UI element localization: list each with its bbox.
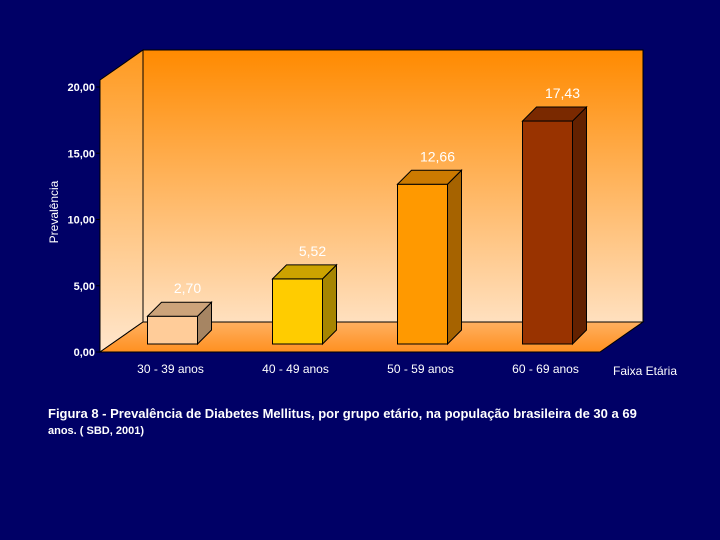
bar-front xyxy=(272,278,323,345)
bar xyxy=(396,169,463,346)
bar-front xyxy=(397,183,448,345)
bar-value-label: 2,70 xyxy=(174,280,201,296)
x-tick-label: 30 - 39 anos xyxy=(137,362,204,376)
y-tick-label: 20,00 xyxy=(67,82,95,94)
bar-value-label: 12,66 xyxy=(420,148,455,164)
y-tick-label: 15,00 xyxy=(67,148,95,160)
x-tick-label: 40 - 49 anos xyxy=(262,362,329,376)
floor xyxy=(98,321,645,353)
side-wall xyxy=(99,49,144,353)
bar-top xyxy=(271,264,338,280)
y-tick-label: 10,00 xyxy=(67,215,95,227)
bar-top xyxy=(521,106,588,122)
bar-side xyxy=(447,169,462,346)
y-axis-title: Prevalência xyxy=(47,180,61,243)
bar-value-label: 17,43 xyxy=(545,85,580,101)
bar-top xyxy=(396,169,463,185)
caption-line-2: anos. ( SBD, 2001) xyxy=(48,425,144,437)
bar xyxy=(271,263,338,346)
bar-front xyxy=(522,120,573,345)
bar xyxy=(521,105,588,346)
x-axis-title: Faixa Etária xyxy=(613,364,677,378)
figure-caption: Figura 8 - Prevalência de Diabetes Melli… xyxy=(48,405,698,439)
bar-side xyxy=(572,105,587,346)
y-axis: 0,00 5,00 10,00 15,00 20,00 xyxy=(67,82,101,359)
x-tick-label: 50 - 59 anos xyxy=(387,362,454,376)
caption-line-1: Figura 8 - Prevalência de Diabetes Melli… xyxy=(48,406,637,421)
bar-top xyxy=(146,301,213,317)
bar-value-label: 5,52 xyxy=(299,243,326,259)
x-tick-label: 60 - 69 anos xyxy=(512,362,579,376)
y-tick-label: 5,00 xyxy=(74,281,95,293)
bar-series xyxy=(146,105,588,346)
y-tick-label: 0,00 xyxy=(74,347,95,359)
chart-labels: 2,70 30 - 39 anos 5,52 40 - 49 anos 12,66 50 … xyxy=(137,85,580,376)
bar-front xyxy=(147,315,198,345)
bar xyxy=(146,301,213,346)
